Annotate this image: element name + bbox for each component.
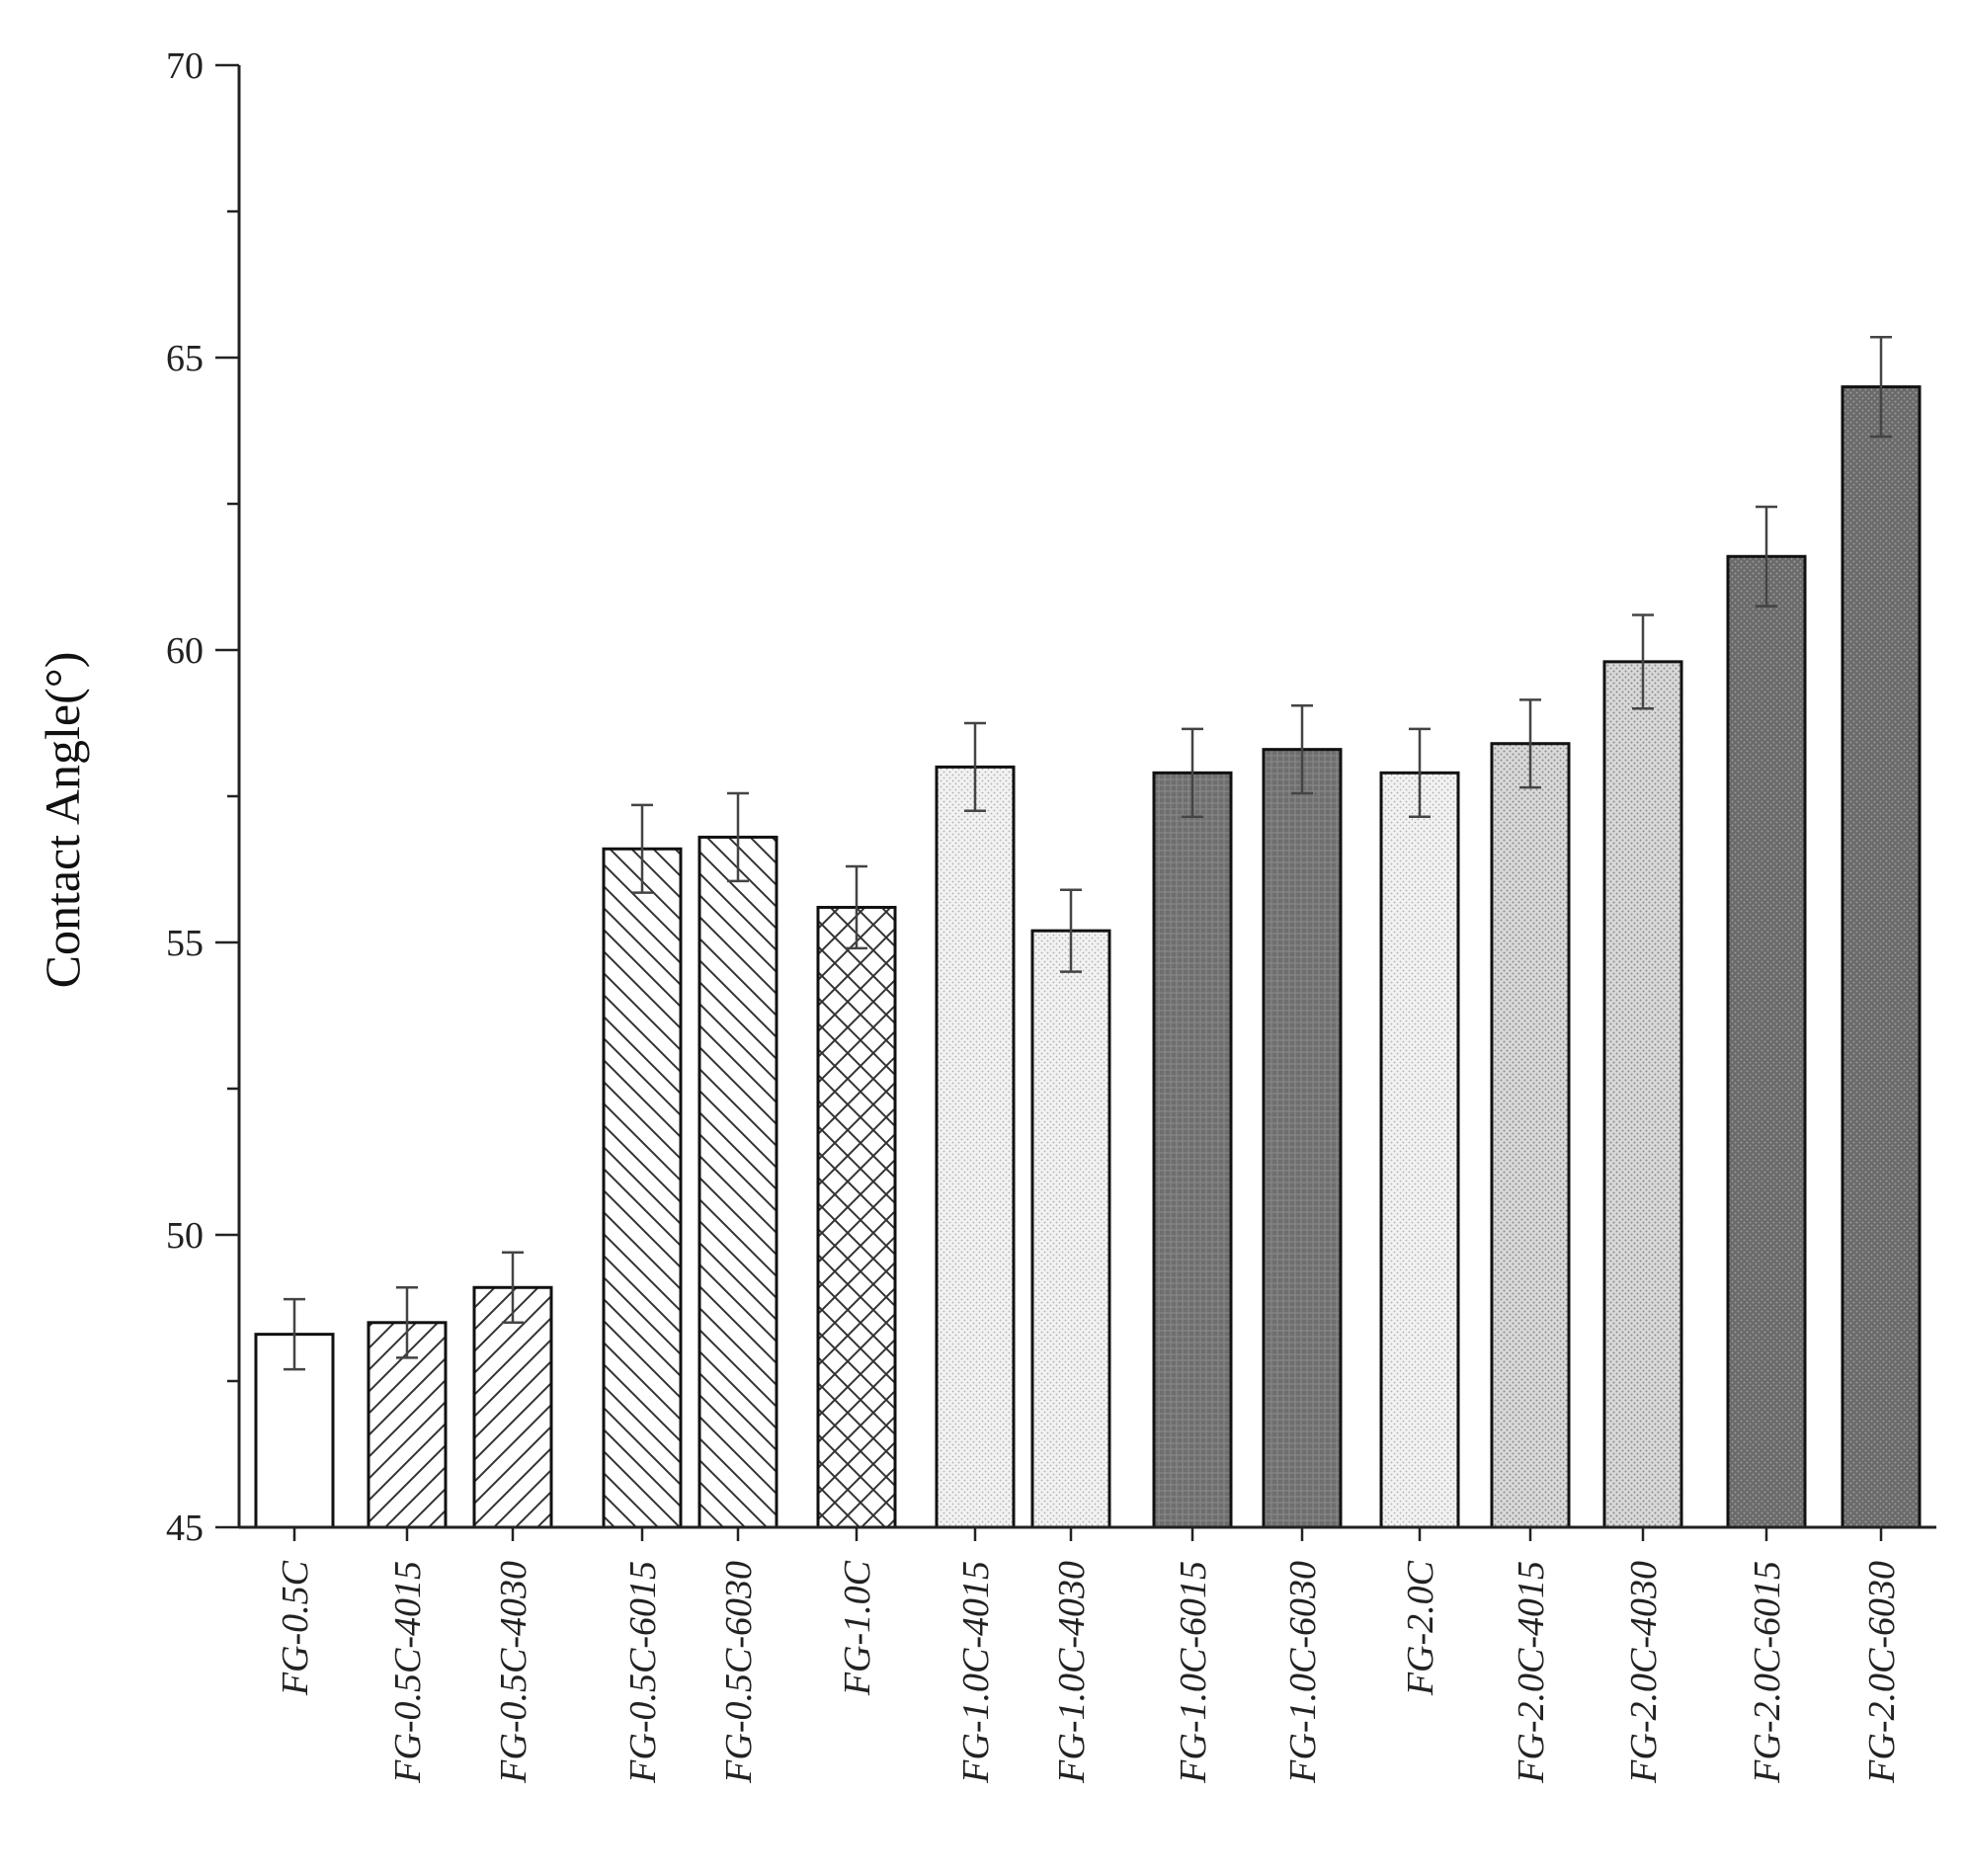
x-tick-label-FG-0.5C: FG-0.5C (275, 1560, 316, 1696)
bar-FG-1.0C-4030 (1030, 929, 1111, 1529)
bar-FG-1.0C-4015 (935, 765, 1016, 1529)
x-tick-label-FG-1.0C: FG-1.0C (837, 1560, 878, 1696)
error-bars-group (284, 336, 1892, 1371)
y-tick-label-45: 45 (166, 1508, 204, 1549)
x-tick-label-FG-2.0C: FG-2.0C (1400, 1560, 1441, 1696)
x-tick-label-FG-1.0C-4015: FG-1.0C-4015 (955, 1561, 997, 1784)
x-tick-label-FG-0.5C-4030: FG-0.5C-4030 (493, 1561, 534, 1784)
bar-FG-1.0C-6030 (1262, 748, 1343, 1529)
axes-group (215, 63, 1936, 1541)
y-tick-label-50: 50 (166, 1215, 204, 1257)
x-tick-label-FG-2.0C-4030: FG-2.0C-4030 (1623, 1561, 1665, 1784)
bar-FG-1.0C-6015 (1152, 771, 1233, 1529)
x-tick-label-FG-2.0C-4015: FG-2.0C-4015 (1511, 1561, 1552, 1784)
bar-FG-0.5C-6030 (697, 835, 778, 1529)
x-tick-label-FG-2.0C-6015: FG-2.0C-6015 (1747, 1561, 1788, 1784)
y-tick-label-70: 70 (166, 45, 204, 87)
x-tick-label-FG-0.5C-6030: FG-0.5C-6030 (718, 1561, 760, 1784)
y-tick-label-60: 60 (166, 630, 204, 672)
bars-group (254, 385, 1922, 1529)
bar-FG-2.0C-6030 (1841, 385, 1922, 1529)
bar-FG-1.0C (816, 905, 897, 1529)
x-tick-label-FG-1.0C-4030: FG-1.0C-4030 (1051, 1561, 1093, 1784)
y-tick-label-55: 55 (166, 923, 204, 964)
x-tick-label-FG-2.0C-6030: FG-2.0C-6030 (1861, 1561, 1903, 1784)
x-tick-label-FG-1.0C-6015: FG-1.0C-6015 (1173, 1561, 1214, 1784)
labels-group: FG-0.5C FG-0.5C-4015 FG-0.5C-4030 FG-0.5C-6… (166, 45, 1903, 1784)
x-tick-label-FG-0.5C-6015: FG-0.5C-6015 (622, 1561, 664, 1784)
x-tick-label-FG-1.0C-6030: FG-1.0C-6030 (1282, 1561, 1324, 1784)
bar-FG-2.0C-4015 (1490, 742, 1571, 1529)
y-tick-label-65: 65 (166, 338, 204, 379)
bar-FG-2.0C (1379, 771, 1460, 1529)
bar-FG-2.0C-4030 (1602, 660, 1683, 1529)
y-axis-title: Contact Angle(°) (35, 652, 90, 989)
bar-FG-2.0C-6015 (1726, 554, 1807, 1529)
x-tick-label-FG-0.5C-4015: FG-0.5C-4015 (387, 1561, 429, 1784)
bar-FG-0.5C-6015 (602, 847, 683, 1529)
